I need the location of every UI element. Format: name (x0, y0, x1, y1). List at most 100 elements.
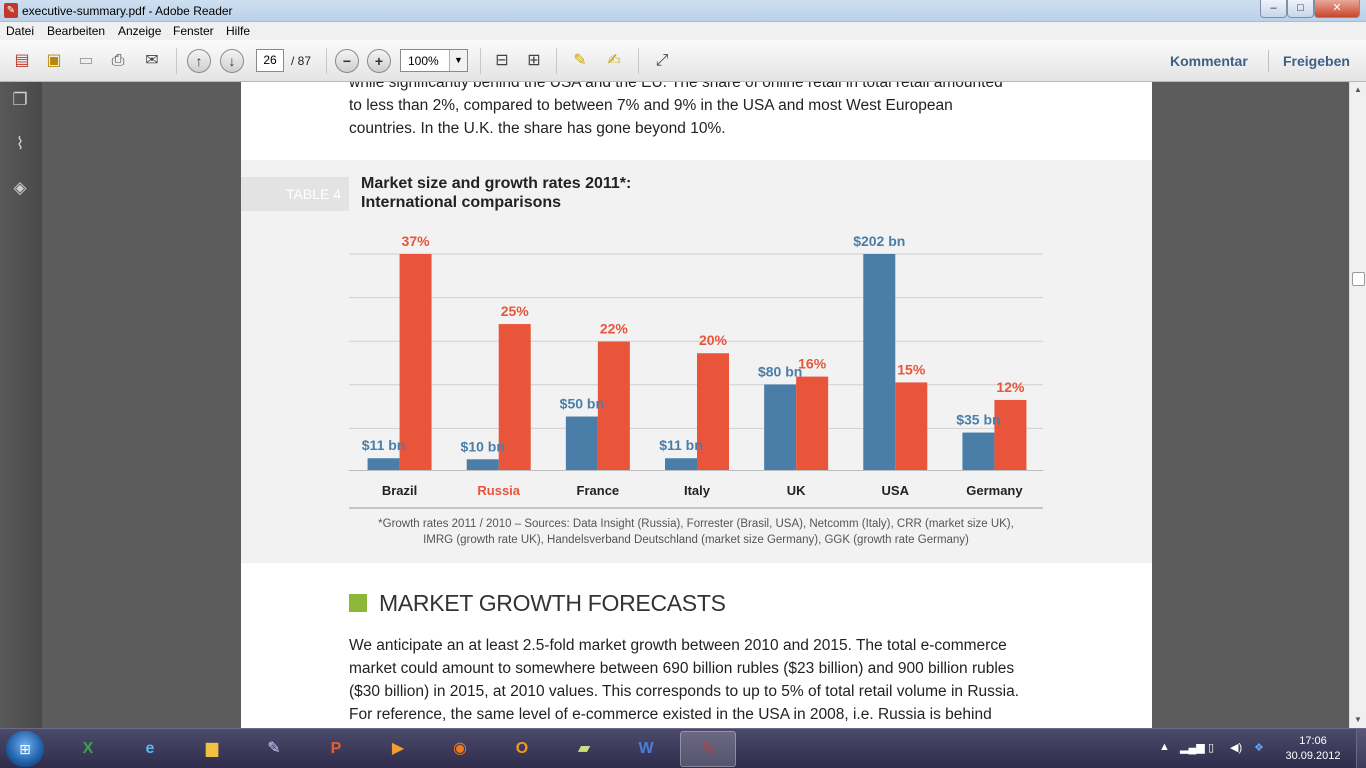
text-line: to less than 2%, compared to between 7% … (349, 97, 953, 114)
intro-paragraph: while significantly behind the USA and t… (349, 82, 1041, 140)
data-label-market: $202 bn (853, 233, 905, 249)
word-taskbar-icon[interactable]: W (638, 740, 654, 757)
bar-growth-uk (796, 376, 829, 470)
firefox-taskbar-icon[interactable]: ◉ (453, 740, 467, 757)
category-label: Italy (684, 483, 711, 498)
fit-width-icon[interactable]: ⊞ (527, 52, 541, 69)
share-panel-button[interactable]: Freigeben (1283, 53, 1350, 69)
volume-icon[interactable]: ◀) (1230, 742, 1243, 754)
bar-growth-germany (994, 399, 1027, 470)
sticky-notes-taskbar-icon[interactable]: ▰ (577, 740, 591, 757)
highlight-icon[interactable]: ✍ (607, 52, 621, 69)
zoom-out-button[interactable]: − (335, 49, 359, 73)
data-label-growth: 20% (699, 332, 728, 348)
chart-title: Market size and growth rates 2011*: Inte… (361, 174, 631, 212)
toolbar-divider (480, 48, 481, 74)
comment-note-icon[interactable]: ✎ (573, 52, 587, 69)
bar-growth-brazil (399, 254, 432, 470)
page-number-input[interactable]: 26 (256, 49, 284, 72)
email-icon[interactable]: ✉ (145, 52, 159, 69)
toolbar: ▤ ▣ ▭ ⎙ ✉ ↑ ↓ 26 / 87 − + 100% ▼ ⊟ ⊞ ✎ ✍… (0, 40, 1366, 82)
internet-explorer-taskbar-icon[interactable]: e (145, 740, 155, 757)
menu-hilfe[interactable]: Hilfe (226, 24, 251, 38)
data-label-growth: 37% (402, 233, 431, 249)
menu-datei[interactable]: Datei (6, 24, 35, 38)
create-pdf-icon[interactable]: ▤ (14, 52, 30, 69)
zoom-in-button[interactable]: + (367, 49, 391, 73)
minimize-button[interactable]: – (1260, 0, 1287, 18)
excel-taskbar-icon[interactable]: X (82, 740, 94, 757)
scroll-thumb[interactable] (1352, 272, 1365, 286)
menu-bearbeiten[interactable]: Bearbeiten (47, 24, 106, 38)
system-clock[interactable]: 17:06 30.09.2012 (1283, 734, 1343, 764)
adobe-reader-taskbar-icon[interactable]: ✎ (680, 731, 736, 767)
file-explorer-taskbar-icon[interactable]: ▆ (205, 740, 219, 757)
bar-growth-russia (498, 324, 531, 470)
scroll-down-icon[interactable]: ▼ (1354, 715, 1362, 724)
comment-panel-button[interactable]: Kommentar (1170, 53, 1248, 69)
signal-strength-icon[interactable]: ▂▄▆ (1180, 742, 1205, 754)
navigation-pane: ❐ ⌇ ◈ (0, 82, 42, 728)
chart-panel: TABLE 4 Market size and growth rates 201… (241, 160, 1152, 563)
chart-title-line-2: International comparisons (361, 194, 562, 211)
document-view[interactable]: while significantly behind the USA and t… (42, 82, 1349, 728)
text-line: For reference, the same level of e-comme… (349, 706, 992, 723)
scroll-up-icon[interactable]: ▲ (1354, 85, 1362, 94)
text-line: market could amount to somewhere between… (349, 660, 1015, 677)
media-player-taskbar-icon[interactable]: ▶ (391, 740, 405, 757)
dropbox-icon[interactable]: ❖ (1254, 742, 1264, 754)
bar-chart: $11 bn 37% Brazil $10 bn 25% Russia $50 bn 22% F… (349, 233, 1043, 509)
menu-fenster[interactable]: Fenster (173, 24, 214, 38)
category-label: USA (882, 483, 910, 498)
start-button[interactable]: ⊞ (6, 731, 44, 767)
title-bar: ✎ executive-summary.pdf - Adobe Reader –… (0, 0, 1366, 22)
close-button[interactable]: ✕ (1314, 0, 1360, 18)
section-title: MARKET GROWTH FORECASTS (379, 590, 726, 616)
paint-taskbar-icon[interactable]: ✎ (267, 740, 281, 757)
menu-anzeige[interactable]: Anzeige (118, 24, 162, 38)
chart-footnote: *Growth rates 2011 / 2010 – Sources: Dat… (341, 516, 1051, 548)
page-total: / 87 (291, 54, 312, 68)
fit-page-icon[interactable]: ⊟ (495, 52, 509, 69)
data-label-market: $10 bn (461, 438, 505, 454)
attachments-icon[interactable]: ⌇ (15, 134, 25, 153)
bar-market-france (565, 416, 598, 470)
bar-market-russia (466, 459, 499, 470)
battery-icon[interactable]: ▯ (1208, 742, 1215, 754)
text-line: countries. In the U.K. the share has gon… (349, 120, 726, 137)
maximize-button[interactable]: □ (1287, 0, 1314, 18)
footnote-line-1: *Growth rates 2011 / 2010 – Sources: Dat… (378, 518, 1014, 530)
adobe-reader-icon: ✎ (4, 3, 18, 18)
powerpoint-taskbar-icon[interactable]: P (330, 740, 342, 757)
outlook-taskbar-icon[interactable]: O (515, 740, 529, 757)
window-title: executive-summary.pdf - Adobe Reader (22, 4, 233, 18)
data-label-market: $80 bn (758, 363, 802, 379)
show-hidden-icons-icon[interactable]: ▲ (1159, 741, 1170, 753)
bar-growth-usa (895, 382, 928, 470)
data-label-growth: 22% (600, 321, 629, 337)
vertical-scrollbar[interactable]: ▲ ▼ (1349, 82, 1366, 728)
category-label: Germany (966, 483, 1023, 498)
data-label-growth: 15% (897, 361, 926, 377)
toolbar-divider (1268, 50, 1269, 72)
section-square-icon (349, 594, 367, 612)
toolbar-divider (638, 48, 639, 74)
show-desktop-button[interactable] (1356, 729, 1366, 768)
taskbar: ⊞ X e ▆ ✎ P ▶ ◉ O ▰ W ✎ ▲ ▂▄▆ ▯ ◀) ❖ 17:… (0, 728, 1366, 768)
fullscreen-icon[interactable]: ⤢ (655, 52, 669, 69)
next-page-button[interactable]: ↓ (220, 49, 244, 73)
chart-title-line-1: Market size and growth rates 2011*: (361, 175, 632, 192)
previous-page-button[interactable]: ↑ (187, 49, 211, 73)
print-icon[interactable]: ⎙ (111, 52, 125, 69)
open-file-icon[interactable]: ▣ (46, 52, 62, 69)
text-line: while significantly behind the USA and t… (349, 82, 1003, 91)
page-thumbnails-icon[interactable]: ❐ (12, 90, 28, 109)
bar-growth-italy (697, 353, 729, 470)
zoom-select[interactable]: 100% ▼ (400, 49, 468, 72)
category-label: France (577, 483, 620, 498)
chevron-down-icon[interactable]: ▼ (449, 50, 467, 71)
layers-icon[interactable]: ◈ (13, 178, 27, 197)
data-label-market: $11 bn (659, 437, 703, 453)
bar-market-germany (962, 432, 995, 470)
save-icon[interactable]: ▭ (78, 52, 94, 69)
